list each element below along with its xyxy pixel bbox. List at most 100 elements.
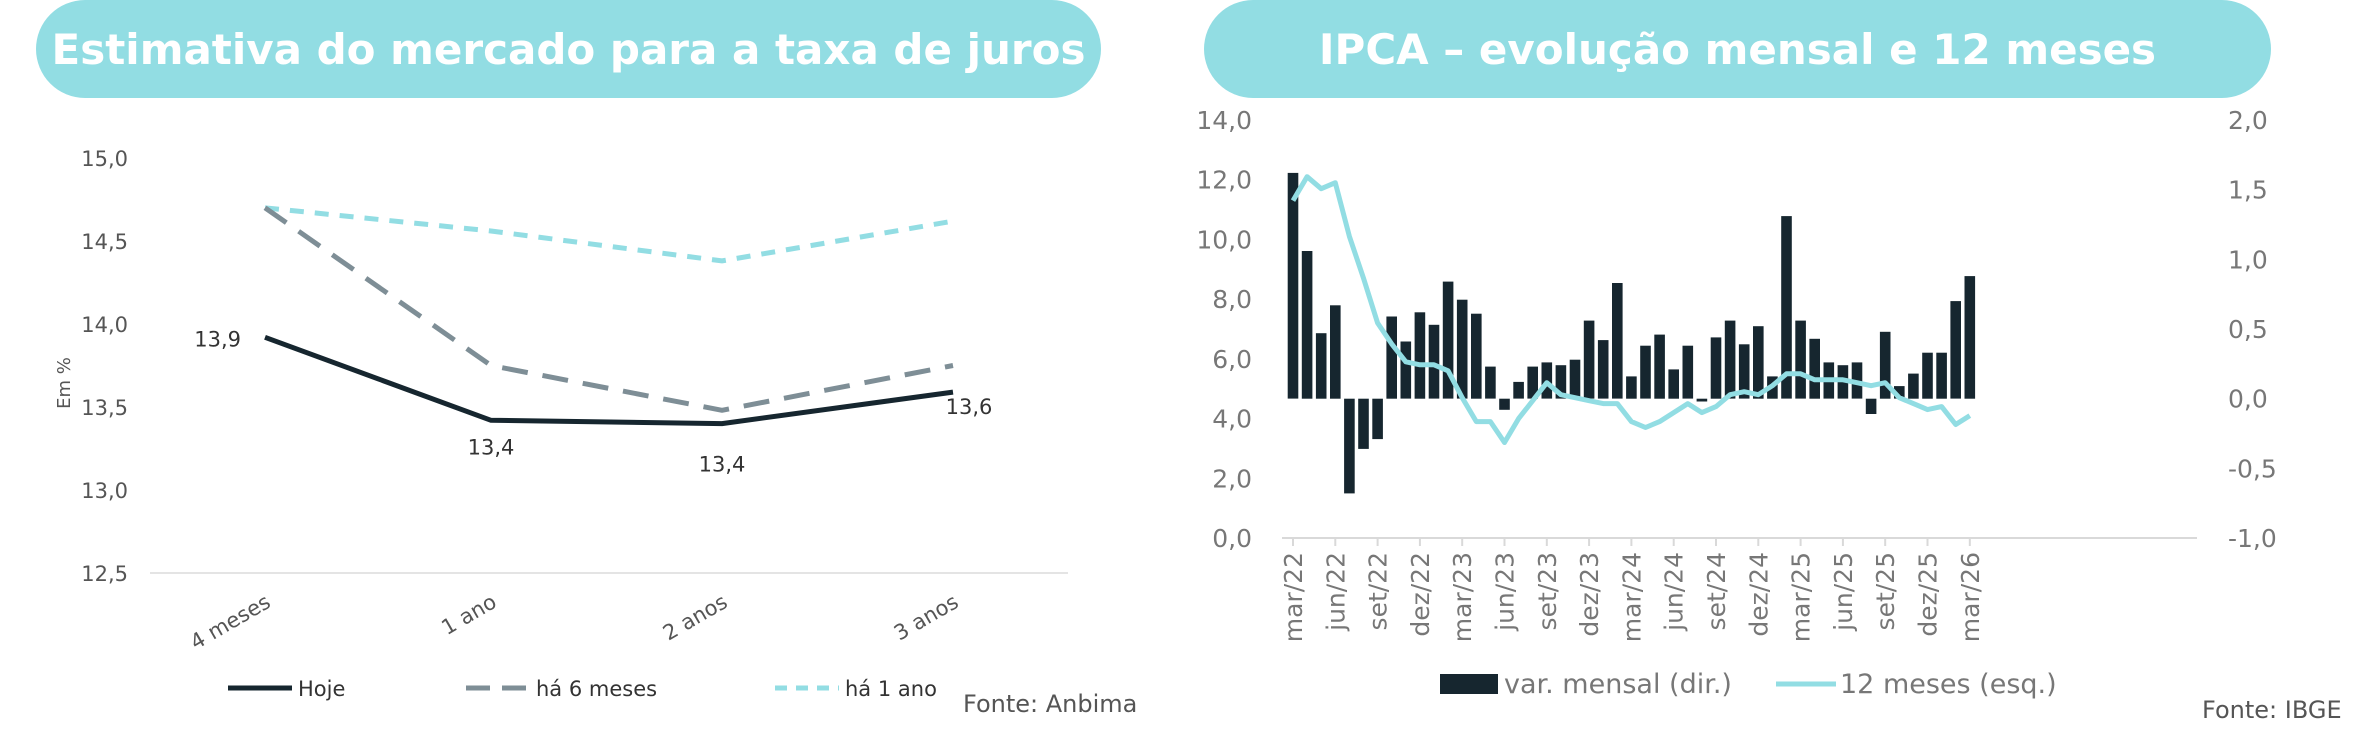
right-x-tick-label: dez/22 <box>1406 552 1435 637</box>
left-series-line-2 <box>264 205 954 264</box>
right-bar-dez/24 <box>1753 326 1764 399</box>
right-bar-mar/22 <box>1287 172 1299 399</box>
right-left-axis-tick: 10,0 <box>1196 225 1252 254</box>
right-bar-jul/24 <box>1682 345 1694 399</box>
right-bar-dez/23 <box>1583 320 1595 399</box>
right-right-axis-tick: 0,0 <box>2228 385 2268 414</box>
right-x-tick-label: dez/25 <box>1914 552 1943 637</box>
right-right-axis-tick: -0,5 <box>2228 454 2277 483</box>
right-left-axis-tick: 2,0 <box>1212 464 1252 493</box>
right-x-tick-label: jun/24 <box>1660 552 1689 632</box>
right-left-axis-tick: 8,0 <box>1212 285 1252 314</box>
left-x-tick-label: 2 anos <box>659 590 732 646</box>
left-data-label: 13,6 <box>946 395 993 419</box>
left-y-tick-label: 13,0 <box>81 479 128 503</box>
right-bar-jan/24 <box>1597 340 1609 399</box>
left-chart-title: Estimativa do mercado para a taxa de jur… <box>36 0 1101 98</box>
right-right-axis-tick: 0,5 <box>2228 315 2268 344</box>
right-chart-panel: IPCA – evolução mensal e 12 meses 14,0 12… <box>1190 0 2361 742</box>
right-source-note: Fonte: IBGE <box>2202 696 2342 724</box>
right-left-axis-tick: 4,0 <box>1212 405 1252 434</box>
right-left-axis-tick: 12,0 <box>1196 166 1252 195</box>
right-x-tick-label: dez/23 <box>1575 552 1604 637</box>
right-right-axis-tick: -1,0 <box>2228 524 2277 553</box>
left-series-line-0 <box>264 334 954 427</box>
left-data-label: 13,4 <box>468 435 515 459</box>
right-x-tick-label: jun/25 <box>1829 552 1858 632</box>
right-bar-ago/25 <box>1865 398 1877 414</box>
right-bar-jan/26 <box>1936 352 1947 399</box>
right-x-tick-label: set/25 <box>1871 552 1900 630</box>
left-y-tick-label: 12,5 <box>81 562 128 586</box>
right-bar-mar/23 <box>1456 299 1468 399</box>
right-legend-label-line: 12 meses (esq.) <box>1840 669 2057 700</box>
right-bar-ago/24 <box>1696 398 1708 402</box>
left-x-tick-label: 4 meses <box>186 590 274 655</box>
right-right-axis-tick: 2,0 <box>2228 106 2268 135</box>
right-bar-nov/22 <box>1400 341 1412 399</box>
right-x-tick-label: jun/23 <box>1491 552 1520 632</box>
right-bar-fev/26 <box>1950 301 1961 399</box>
right-x-tick-label: set/24 <box>1702 552 1731 630</box>
right-bar-abr/23 <box>1471 313 1482 399</box>
right-bar-jun/22 <box>1330 305 1341 399</box>
right-bar-mar/25 <box>1795 320 1806 399</box>
right-bar-jan/23 <box>1428 324 1440 399</box>
right-bar-abr/22 <box>1301 251 1313 399</box>
left-legend-label-0: Hoje <box>298 677 345 701</box>
right-bar-out/24 <box>1724 320 1736 399</box>
right-bar-mai/23 <box>1485 366 1496 399</box>
right-x-tick-label: mar/24 <box>1617 552 1646 642</box>
right-bar-set/22 <box>1372 398 1383 440</box>
right-x-tick-label: mar/26 <box>1956 552 1985 642</box>
right-bar-fev/23 <box>1442 281 1454 399</box>
right-x-tick-label: set/23 <box>1533 552 1562 630</box>
right-bar-mar/24 <box>1626 376 1637 399</box>
left-legend-label-2: há 1 ano <box>845 677 937 701</box>
right-bar-jul/22 <box>1344 398 1355 494</box>
right-left-axis-tick: 0,0 <box>1212 524 1252 553</box>
right-x-tick-label: mar/22 <box>1279 552 1308 642</box>
left-x-tick-label: 3 anos <box>890 590 963 646</box>
right-bar-dez/25 <box>1922 352 1933 399</box>
right-bar-out/23 <box>1555 365 1567 399</box>
right-bar-ago/22 <box>1358 398 1369 449</box>
right-bar-dez/22 <box>1414 312 1426 399</box>
right-x-tick-label: set/22 <box>1364 552 1393 630</box>
right-bar-abr/24 <box>1640 345 1651 399</box>
right-chart-title: IPCA – evolução mensal e 12 meses <box>1204 0 2271 98</box>
right-x-tick-label: mar/23 <box>1448 552 1477 642</box>
right-bar-out/25 <box>1894 386 1905 399</box>
right-bar-abr/25 <box>1809 338 1820 399</box>
right-bar-nov/24 <box>1738 344 1750 399</box>
right-bar-ago/23 <box>1527 366 1538 399</box>
left-legend-label-1: há 6 meses <box>536 677 657 701</box>
right-left-axis-tick: 6,0 <box>1212 345 1252 374</box>
right-bar-nov/25 <box>1908 373 1919 399</box>
right-bar-fev/25 <box>1781 216 1792 399</box>
right-bar-mar/26 <box>1964 276 1976 399</box>
right-bar-out/22 <box>1386 316 1397 399</box>
right-bar-mai/24 <box>1654 334 1665 399</box>
right-12m-line <box>1290 174 1972 445</box>
left-y-axis-label: Em % <box>54 357 75 409</box>
right-left-axis-tick: 14,0 <box>1196 106 1252 135</box>
right-bar-jun/24 <box>1668 369 1679 399</box>
right-legend-label-bar: var. mensal (dir.) <box>1504 669 1732 700</box>
right-bar-nov/23 <box>1569 359 1581 399</box>
left-data-label: 13,9 <box>194 327 241 351</box>
right-bar-set/24 <box>1710 337 1722 399</box>
left-y-tick-label: 14,5 <box>81 230 128 254</box>
right-bar-jul/23 <box>1513 381 1524 399</box>
left-x-tick-label: 1 ano <box>437 590 500 640</box>
right-right-axis-tick: 1,0 <box>2228 245 2268 274</box>
left-y-tick-label: 15,0 <box>81 147 128 171</box>
left-line-chart: 15,0 14,5 14,0 13,5 13,0 12,5 Em % 4 meses 1 ano… <box>54 147 1068 701</box>
right-bar-set/25 <box>1879 331 1891 399</box>
right-bar-fev/24 <box>1612 283 1623 399</box>
right-x-tick-label: mar/25 <box>1787 552 1816 642</box>
right-x-tick-label: dez/24 <box>1744 552 1773 637</box>
left-y-tick-label: 14,0 <box>81 313 128 337</box>
left-data-label: 13,4 <box>699 453 746 477</box>
right-right-axis-tick: 1,5 <box>2228 176 2268 205</box>
